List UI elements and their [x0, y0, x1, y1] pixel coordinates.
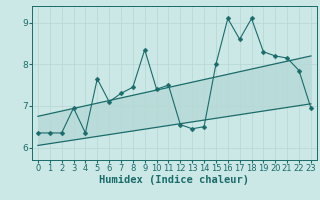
Polygon shape — [38, 56, 311, 145]
X-axis label: Humidex (Indice chaleur): Humidex (Indice chaleur) — [100, 175, 249, 185]
